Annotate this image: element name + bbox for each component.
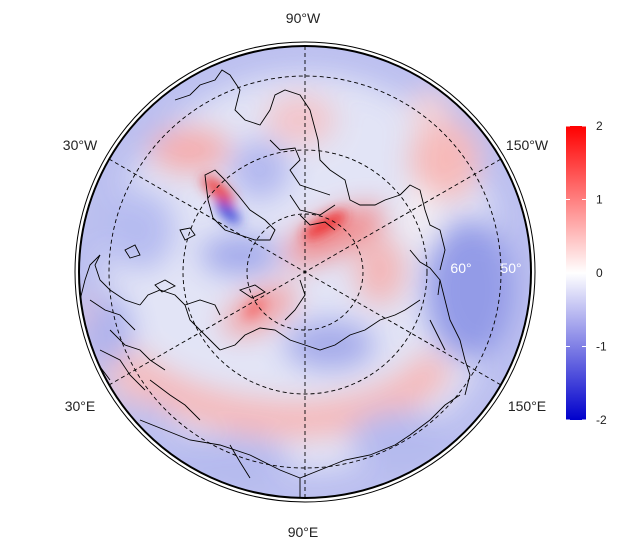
lon-label-90w: 90°W xyxy=(286,10,321,26)
graticule xyxy=(108,46,502,498)
lat-label-60: 60° xyxy=(450,260,471,276)
map-border xyxy=(78,45,532,499)
colorbar-tick-label: 1 xyxy=(596,193,603,207)
latitude-labels: 60° 50° xyxy=(450,260,521,276)
colorbar: 2 1 0 -1 -2 xyxy=(566,119,607,427)
lon-label-90e: 90°E xyxy=(288,524,319,540)
colorbar-gradient xyxy=(566,126,586,420)
colorbar-ticks: 2 1 0 -1 -2 xyxy=(566,119,607,427)
lat-label-50: 50° xyxy=(500,260,521,276)
map-outer-border xyxy=(74,41,536,503)
colorbar-tick-label: 0 xyxy=(596,266,603,280)
colorbar-tick-label: 2 xyxy=(596,119,603,133)
lon-label-30w: 30°W xyxy=(63,137,98,153)
lon-label-150w: 150°W xyxy=(506,137,549,153)
colorbar-tick-label: -2 xyxy=(596,413,607,427)
lon-label-30e: 30°E xyxy=(65,398,96,414)
lon-label-150e: 150°E xyxy=(508,398,546,414)
longitude-labels: 90°W 30°W 150°W 30°E 150°E 90°E xyxy=(63,10,549,540)
colorbar-tick-label: -1 xyxy=(596,340,607,354)
